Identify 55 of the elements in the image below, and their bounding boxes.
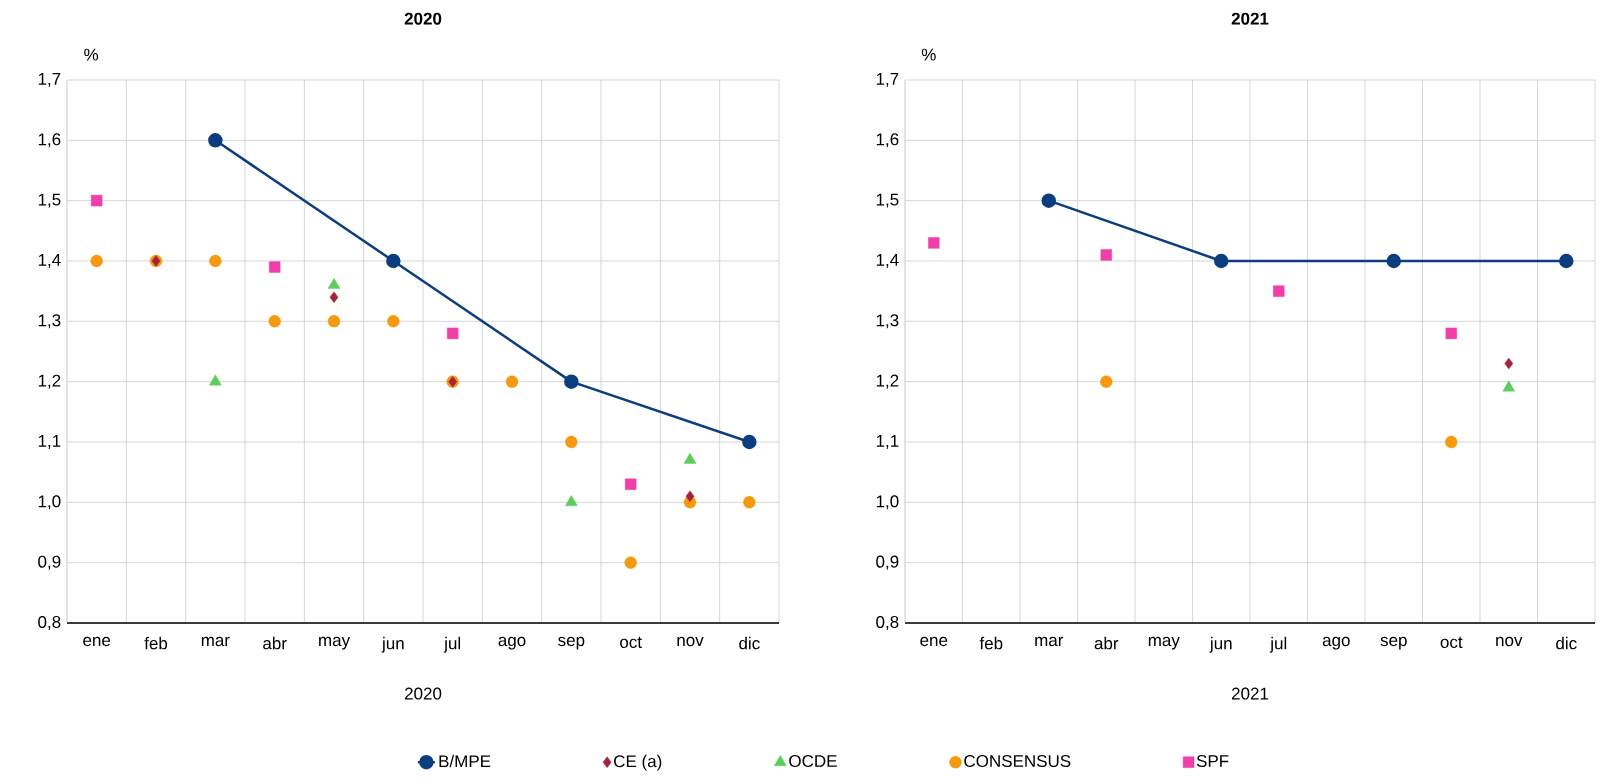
x-tick-label: ago <box>498 636 526 650</box>
chart-title: 2021 <box>1231 12 1269 25</box>
y-tick-label: 0,8 <box>876 615 899 630</box>
x-tick-label: abr <box>1094 636 1119 650</box>
x-tick-label: jul <box>1269 636 1287 653</box>
legend-label: OCDE <box>789 754 837 768</box>
x-tick-label: mar <box>1035 636 1064 647</box>
x-tick-label: ene <box>920 636 948 647</box>
x-tick-label: nov <box>677 636 704 647</box>
x-tick-label: oct <box>1440 636 1463 649</box>
x-tick-label: sep <box>1380 636 1407 650</box>
y-tick-label: 1,4 <box>876 254 899 268</box>
y-tick-label: 1,2 <box>876 374 899 389</box>
y-tick-label: 0,9 <box>38 555 61 570</box>
x-tick-label: ene <box>83 636 111 647</box>
y-tick-label: 1,3 <box>38 314 61 329</box>
legend-label: SPF <box>1196 754 1229 768</box>
x-tick-label: jun <box>381 636 404 653</box>
x-tick-label: feb <box>144 636 168 650</box>
x-tick-label: dic <box>1556 636 1577 650</box>
x-tick-label: abr <box>263 636 287 650</box>
x-tick-label: may <box>319 636 351 650</box>
y-tick-label: 1,0 <box>38 495 61 510</box>
y-tick-label: 1,5 <box>876 193 899 208</box>
x-tick-label: sep <box>558 636 585 650</box>
y-tick-label: 0,8 <box>38 615 61 631</box>
y-tick-label: 1,6 <box>38 133 61 148</box>
x-axis-title: 2021 <box>1231 687 1269 700</box>
x-tick-label: oct <box>620 636 642 649</box>
chart-title: 2020 <box>404 12 442 25</box>
y-tick-label: 1,7 <box>38 73 61 87</box>
x-axis-title: 2020 <box>404 687 442 700</box>
x-tick-label: nov <box>1496 636 1523 647</box>
x-tick-label: ago <box>1322 636 1350 650</box>
y-tick-label: 1,6 <box>876 133 899 148</box>
x-tick-label: mar <box>201 636 230 647</box>
y-axis-title: % <box>921 48 936 61</box>
y-tick-label: 1,2 <box>38 374 61 389</box>
y-tick-label: 1,7 <box>876 73 899 87</box>
y-tick-label: 1,0 <box>876 495 899 510</box>
x-tick-label: dic <box>739 636 760 650</box>
legend-label: CE (a) <box>614 754 662 771</box>
legend-label: CONSENSUS <box>964 754 1071 768</box>
y-tick-label: 1,1 <box>38 435 61 449</box>
legend-label: B/MPE <box>439 754 491 768</box>
y-tick-label: 1,4 <box>38 254 61 268</box>
y-tick-label: 1,5 <box>38 193 61 208</box>
y-tick-label: 1,3 <box>876 314 899 329</box>
x-tick-label: jun <box>1209 636 1232 653</box>
x-tick-label: jul <box>443 636 461 653</box>
y-axis-title: % <box>84 48 99 61</box>
x-tick-label: may <box>1148 636 1180 650</box>
y-tick-label: 1,1 <box>876 435 899 449</box>
x-tick-label: feb <box>979 636 1003 650</box>
y-tick-label: 0,9 <box>876 555 899 570</box>
